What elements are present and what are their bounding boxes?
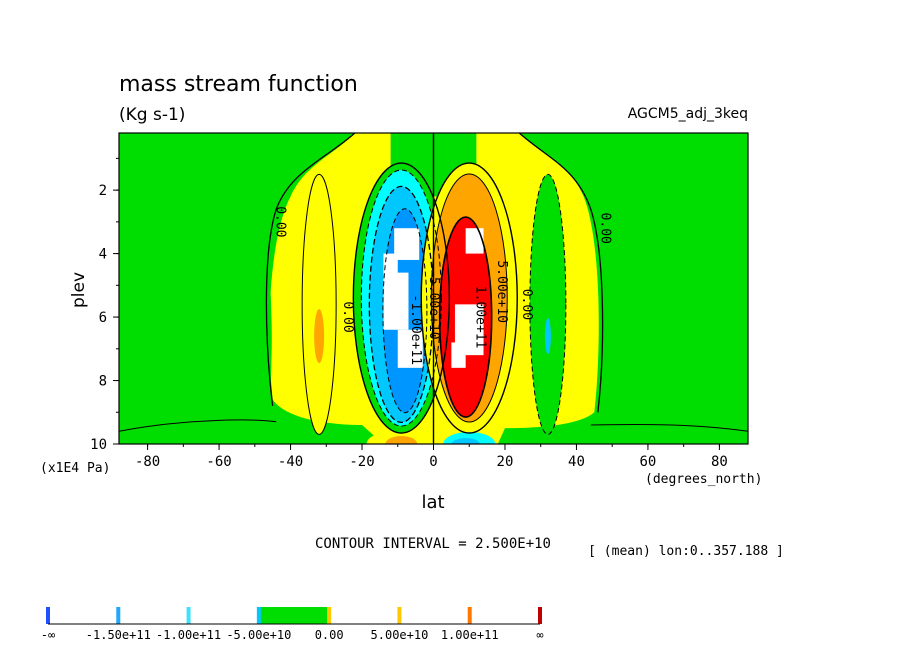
contour-label-2: -5.00e+10	[426, 269, 441, 339]
x-tick-label-3: -20	[349, 454, 374, 470]
contour-label-4: 5.00e+10	[494, 260, 509, 323]
north-core-block-2	[451, 342, 466, 368]
x-axis-units: (degrees_north)	[645, 472, 762, 487]
colorbar-segment-4	[329, 607, 400, 624]
colorbar-label-4: 0.00	[315, 628, 344, 642]
colorbar-segment-0	[48, 607, 119, 624]
x-tick-label-5: 20	[497, 454, 514, 470]
ferrel-north-cyan	[544, 318, 551, 355]
south-core-block-0	[394, 228, 420, 260]
y-tick-label-1: 4	[99, 247, 107, 263]
colorbar-label-1: -1.50e+11	[86, 628, 151, 642]
contour-bottom-north	[590, 423, 748, 432]
x-tick-label-7: 60	[640, 454, 657, 470]
north-core-block-1	[465, 228, 484, 254]
colorbar-marker-6	[467, 607, 472, 624]
chart-title: mass stream function	[119, 72, 358, 97]
ferrel-south-yellow	[302, 174, 337, 435]
colorbar-marker-5	[397, 607, 402, 624]
contour-label-3: -1.00e+11	[408, 295, 423, 365]
y-axis-units: (x1E4 Pa)	[40, 461, 110, 476]
contour-interval: CONTOUR INTERVAL = 2.500E+10	[315, 536, 551, 552]
contour-ferrel-north	[529, 173, 567, 435]
green-high-south	[119, 145, 272, 425]
contour-south-100	[382, 208, 428, 414]
colorbar-label-0: -∞	[41, 628, 55, 642]
contour-zero-south-cell	[352, 162, 451, 434]
south-core-block-3	[383, 253, 398, 286]
y-tick-label-4: 10	[90, 437, 107, 453]
x-axis: -80 -60 -40 -20 0 20 40 60 80	[135, 444, 728, 470]
x-axis-label: lat	[421, 492, 444, 513]
colorbar-label-5: 5.00e+10	[371, 628, 429, 642]
y-axis: 2 4 6 8 10	[90, 157, 119, 453]
colorbar-label-6: 1.00e+11	[441, 628, 499, 642]
colorbar: -∞ -1.50e+11 -1.00e+11 -5.00e+10 0.00 5.00e+1…	[41, 607, 544, 642]
contour-label-7: 0.00	[597, 213, 612, 244]
colorbar-segment-1	[118, 607, 189, 624]
colorbar-marker-4	[327, 607, 332, 624]
ferrel-north-green	[529, 174, 566, 435]
colorbar-green	[258, 607, 330, 624]
y-tick-label-3: 8	[99, 374, 107, 390]
colorbar-marker-2	[186, 607, 191, 624]
contour-label-0: 0.00	[272, 206, 287, 237]
x-tick-label-4: 0	[429, 454, 437, 470]
colorbar-segment-2	[188, 607, 259, 624]
contour-bottom-south	[119, 419, 277, 432]
contour-zero-north-cell	[420, 162, 518, 434]
colorbar-segment-5	[399, 607, 470, 624]
colorbar-label-7: ∞	[536, 628, 543, 642]
colorbar-label-2: -1.00e+11	[156, 628, 221, 642]
colorbar-label-3: -5.00e+10	[226, 628, 291, 642]
contour-north-25	[430, 173, 508, 423]
ferrel-south-orange	[314, 309, 325, 364]
x-tick-label-6: 40	[568, 454, 585, 470]
x-tick-label-2: -40	[278, 454, 303, 470]
plot-area: 0.00 0.00 -5.00e+10-1.00e+11 5.00e+10 1.00e+…	[119, 133, 748, 444]
contour-ferrel-south	[301, 173, 337, 435]
mean-info: [ (mean) lon:0..357.188 ]	[588, 544, 784, 559]
south-core-block-2	[397, 329, 423, 368]
contour-south-25	[360, 169, 442, 427]
dataset-name: AGCM5_adj_3keq	[628, 106, 748, 122]
green-high-north	[616, 139, 748, 403]
colorbar-marker-1	[116, 607, 121, 624]
colorbar-segment-6	[469, 607, 540, 624]
chart-subtitle: (Kg s-1)	[119, 105, 185, 125]
green-bottom-south	[119, 409, 270, 444]
contour-label-1: 0.00	[340, 301, 355, 332]
x-tick-label-8: 80	[711, 454, 728, 470]
x-tick-label-1: -60	[206, 454, 231, 470]
contour-zero-south-outer	[265, 133, 356, 406]
y-axis-label: plev	[69, 272, 89, 308]
colorbar-marker-0	[46, 607, 50, 624]
contour-label-5: 1.00e+11	[472, 286, 487, 349]
colorbar-marker-7	[538, 607, 542, 624]
y-tick-label-2: 6	[99, 310, 107, 326]
contour-zero-north-outer	[518, 133, 604, 413]
bl-south-orange	[385, 436, 418, 444]
y-tick-label-0: 2	[99, 183, 107, 199]
bl-north-blue	[451, 438, 480, 444]
x-tick-label-0: -80	[135, 454, 160, 470]
contour-north-100	[438, 216, 493, 418]
contour-label-6: 0.00	[519, 289, 534, 320]
colorbar-marker-3	[256, 607, 261, 624]
